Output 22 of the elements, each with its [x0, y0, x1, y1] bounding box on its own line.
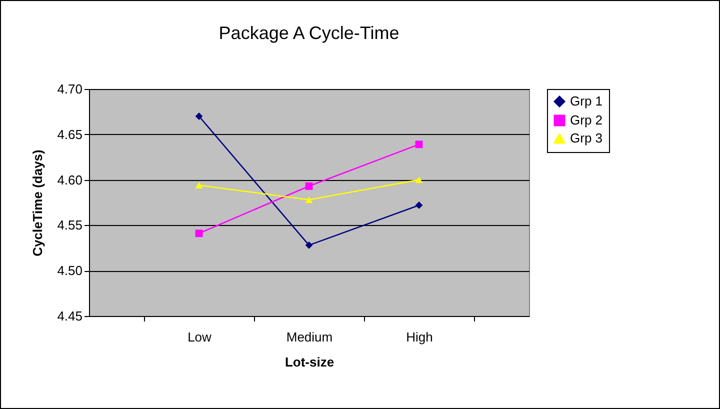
x-tick-label: Low [188, 330, 212, 344]
point [195, 230, 203, 238]
point [305, 182, 313, 190]
y-tick-label: 4.55 [57, 218, 82, 233]
point [305, 241, 313, 249]
y-tick-label: 4.65 [57, 126, 82, 142]
legend-label: Grp 3 [570, 130, 603, 146]
point [195, 182, 203, 188]
chart-title: Package A Cycle-Time [218, 23, 400, 43]
y-axis-title: CycleTime (days) [30, 150, 46, 256]
point [415, 140, 423, 148]
x-axis-title: Lot-size [284, 354, 334, 370]
point [415, 176, 423, 184]
legend-label: Grp 1 [570, 94, 603, 108]
y-tick-label: 4.60 [57, 172, 82, 188]
point [305, 196, 313, 203]
y-tick-label: 4.50 [57, 263, 82, 278]
x-tick-label: Medium [286, 330, 333, 344]
legend-label: Grp 2 [570, 112, 603, 128]
y-tick-label: 4.45 [57, 308, 82, 324]
y-tick-label: 4.70 [57, 82, 82, 96]
x-tick-label: High [406, 330, 433, 344]
